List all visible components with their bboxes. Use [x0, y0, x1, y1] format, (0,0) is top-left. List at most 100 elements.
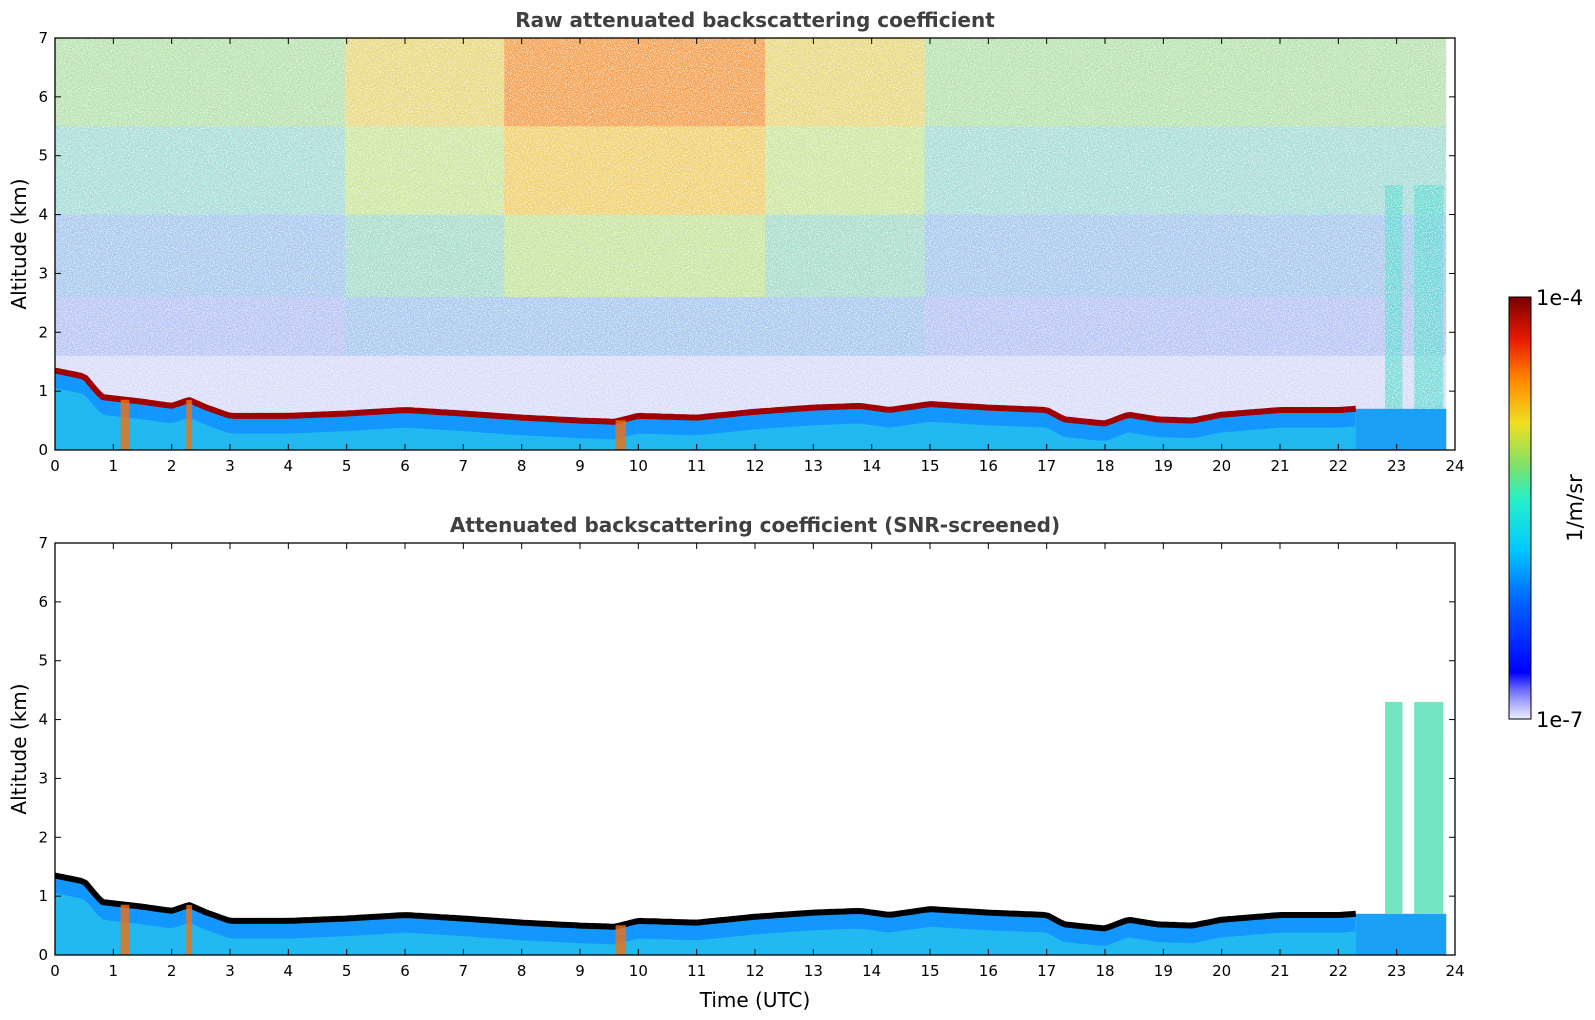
x-tick-label: 15 — [920, 962, 939, 980]
x-tick-label: 13 — [804, 962, 823, 980]
boundary-layer-fill — [1355, 408, 1447, 450]
x-tick-label: 8 — [517, 962, 527, 980]
x-axis-ticks: 0 1 2 3 4 5 6 7 8 9 10 11 12 13 14 15 16 17 18 19 20 21 22 23 24 — [50, 38, 1465, 475]
x-axis-ticks: 0 1 2 3 4 5 6 7 8 9 10 11 12 13 14 15 16 17 18 19 20 21 22 23 24 — [50, 543, 1465, 980]
x-tick-label: 23 — [1387, 962, 1406, 980]
x-tick-label: 23 — [1387, 457, 1406, 475]
x-tick-label: 14 — [862, 457, 881, 475]
noise-speckle — [55, 38, 1455, 450]
y-tick-label: 6 — [38, 88, 48, 106]
y-tick-label: 7 — [38, 534, 48, 552]
y-tick-label: 1 — [38, 382, 48, 400]
x-tick-label: 11 — [687, 457, 706, 475]
x-tick-label: 7 — [459, 457, 469, 475]
chart-title: Raw attenuated backscattering coefficien… — [515, 8, 995, 32]
y-tick-label: 2 — [38, 828, 48, 846]
dense-aerosol — [615, 420, 627, 450]
x-tick-label: 10 — [629, 457, 648, 475]
dense-aerosol — [120, 904, 130, 955]
x-tick-label: 1 — [109, 962, 119, 980]
x-tick-label: 21 — [1270, 457, 1289, 475]
x-tick-label: 7 — [459, 962, 469, 980]
snr-screened-panel: Attenuated backscattering coefficient (S… — [7, 513, 1465, 1012]
y-axis-label: Altitude (km) — [7, 683, 31, 814]
y-axis-ticks: 0 1 2 3 4 5 6 7 — [38, 29, 1455, 459]
boundary-layer-core — [55, 893, 1356, 955]
x-tick-label: 2 — [167, 457, 177, 475]
x-tick-label: 8 — [517, 457, 527, 475]
dense-aerosol — [120, 399, 130, 450]
boundary-layer — [55, 367, 1447, 450]
x-tick-label: 17 — [1037, 457, 1056, 475]
x-tick-label: 18 — [1095, 457, 1114, 475]
x-tick-label: 19 — [1154, 457, 1173, 475]
x-tick-label: 19 — [1154, 962, 1173, 980]
y-tick-label: 5 — [38, 147, 48, 165]
y-tick-label: 0 — [38, 441, 48, 459]
x-tick-label: 20 — [1212, 962, 1231, 980]
x-tick-label: 22 — [1329, 457, 1348, 475]
x-tick-label: 14 — [862, 962, 881, 980]
x-tick-label: 12 — [745, 962, 764, 980]
y-tick-label: 5 — [38, 652, 48, 670]
chart-title: Attenuated backscattering coefficient (S… — [450, 513, 1060, 537]
y-tick-label: 2 — [38, 323, 48, 341]
y-tick-label: 0 — [38, 946, 48, 964]
x-tick-label: 12 — [745, 457, 764, 475]
x-tick-label: 0 — [50, 962, 60, 980]
dense-aerosol — [186, 904, 193, 955]
boundary-layer-top — [55, 872, 1357, 932]
boundary-layer-core — [55, 388, 1356, 450]
x-tick-label: 9 — [575, 457, 585, 475]
x-tick-label: 2 — [167, 962, 177, 980]
x-tick-label: 3 — [225, 457, 235, 475]
dense-aerosol — [615, 925, 627, 955]
x-tick-label: 6 — [400, 457, 410, 475]
raw-backscatter-panel: Raw attenuated backscattering coefficien… — [7, 8, 1465, 475]
colorbar-min-label: 1e-7 — [1536, 708, 1583, 732]
colorbar-max-label: 1e-4 — [1536, 286, 1583, 310]
x-tick-label: 1 — [109, 457, 119, 475]
x-tick-label: 10 — [629, 962, 648, 980]
x-tick-label: 21 — [1270, 962, 1289, 980]
x-axis-label: Time (UTC) — [699, 988, 811, 1012]
x-tick-label: 13 — [804, 457, 823, 475]
x-tick-label: 24 — [1445, 962, 1464, 980]
x-tick-label: 5 — [342, 457, 352, 475]
x-tick-label: 11 — [687, 962, 706, 980]
x-tick-label: 18 — [1095, 962, 1114, 980]
x-tick-label: 15 — [920, 457, 939, 475]
x-tick-label: 6 — [400, 962, 410, 980]
x-tick-label: 3 — [225, 962, 235, 980]
x-tick-label: 16 — [979, 962, 998, 980]
y-tick-label: 4 — [38, 711, 48, 729]
x-tick-label: 4 — [284, 457, 294, 475]
y-tick-label: 3 — [38, 264, 48, 282]
y-tick-label: 3 — [38, 769, 48, 787]
x-tick-label: 4 — [284, 962, 294, 980]
x-tick-label: 0 — [50, 457, 60, 475]
y-axis-label: Altitude (km) — [7, 178, 31, 309]
x-tick-label: 9 — [575, 962, 585, 980]
y-tick-label: 6 — [38, 593, 48, 611]
y-axis-ticks: 0 1 2 3 4 5 6 7 — [38, 534, 1455, 964]
boundary-layer-fill — [1355, 913, 1447, 955]
x-tick-label: 16 — [979, 457, 998, 475]
plume — [1414, 701, 1444, 914]
plume — [1385, 701, 1403, 914]
x-tick-label: 17 — [1037, 962, 1056, 980]
screened-signal — [55, 701, 1447, 955]
y-tick-label: 1 — [38, 887, 48, 905]
x-tick-label: 5 — [342, 962, 352, 980]
x-tick-label: 24 — [1445, 457, 1464, 475]
dense-aerosol — [186, 399, 193, 450]
x-tick-label: 20 — [1212, 457, 1231, 475]
colorbar-unit-label: 1/m/sr — [1563, 474, 1587, 542]
boundary-layer-top — [55, 367, 1357, 427]
colorbar-gradient — [1508, 296, 1532, 720]
y-tick-label: 4 — [38, 206, 48, 224]
x-tick-label: 22 — [1329, 962, 1348, 980]
y-tick-label: 7 — [38, 29, 48, 47]
colorbar: 1e-4 1e-7 1/m/sr — [1508, 286, 1587, 732]
plot-frame — [54, 542, 1456, 956]
